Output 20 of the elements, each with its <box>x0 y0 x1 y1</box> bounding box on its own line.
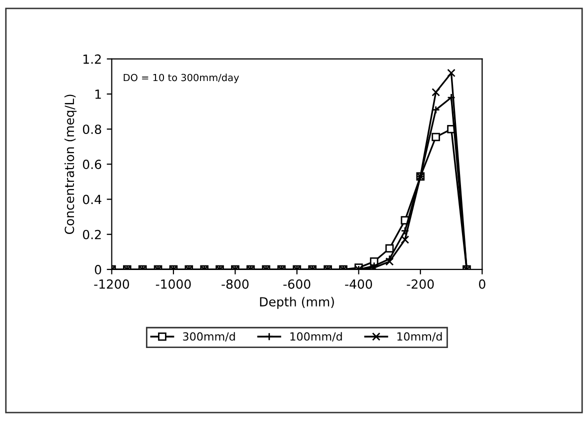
legend-label: 100mm/d <box>290 332 342 342</box>
legend-label: 300mm/d <box>183 332 235 342</box>
x-tick-label: -1000 <box>156 279 191 289</box>
x-tick-label: -400 <box>345 279 372 289</box>
y-tick-label: 0.4 <box>82 194 102 204</box>
legend-label: 10mm/d <box>397 332 442 342</box>
y-tick-label: 0.8 <box>82 124 102 134</box>
y-tick-label: 1 <box>95 90 101 99</box>
annotation: DO = 10 to 300mm/day <box>124 74 239 84</box>
x-tick-label: -1200 <box>94 279 130 289</box>
x-axis-title: Depth (mm) <box>260 296 334 309</box>
x-tick-label: 0 <box>479 279 486 289</box>
y-tick-label: 1.2 <box>83 54 101 64</box>
y-tick-label: 0.2 <box>82 230 101 240</box>
x-tick-label: -200 <box>406 279 434 289</box>
x-tick-label: -600 <box>283 279 310 289</box>
y-axis-title: Concentration (meq/L) <box>64 94 77 234</box>
x-tick-label: -800 <box>222 279 249 289</box>
y-tick-label: 0 <box>94 264 102 274</box>
y-tick-label: 0.6 <box>82 160 102 170</box>
